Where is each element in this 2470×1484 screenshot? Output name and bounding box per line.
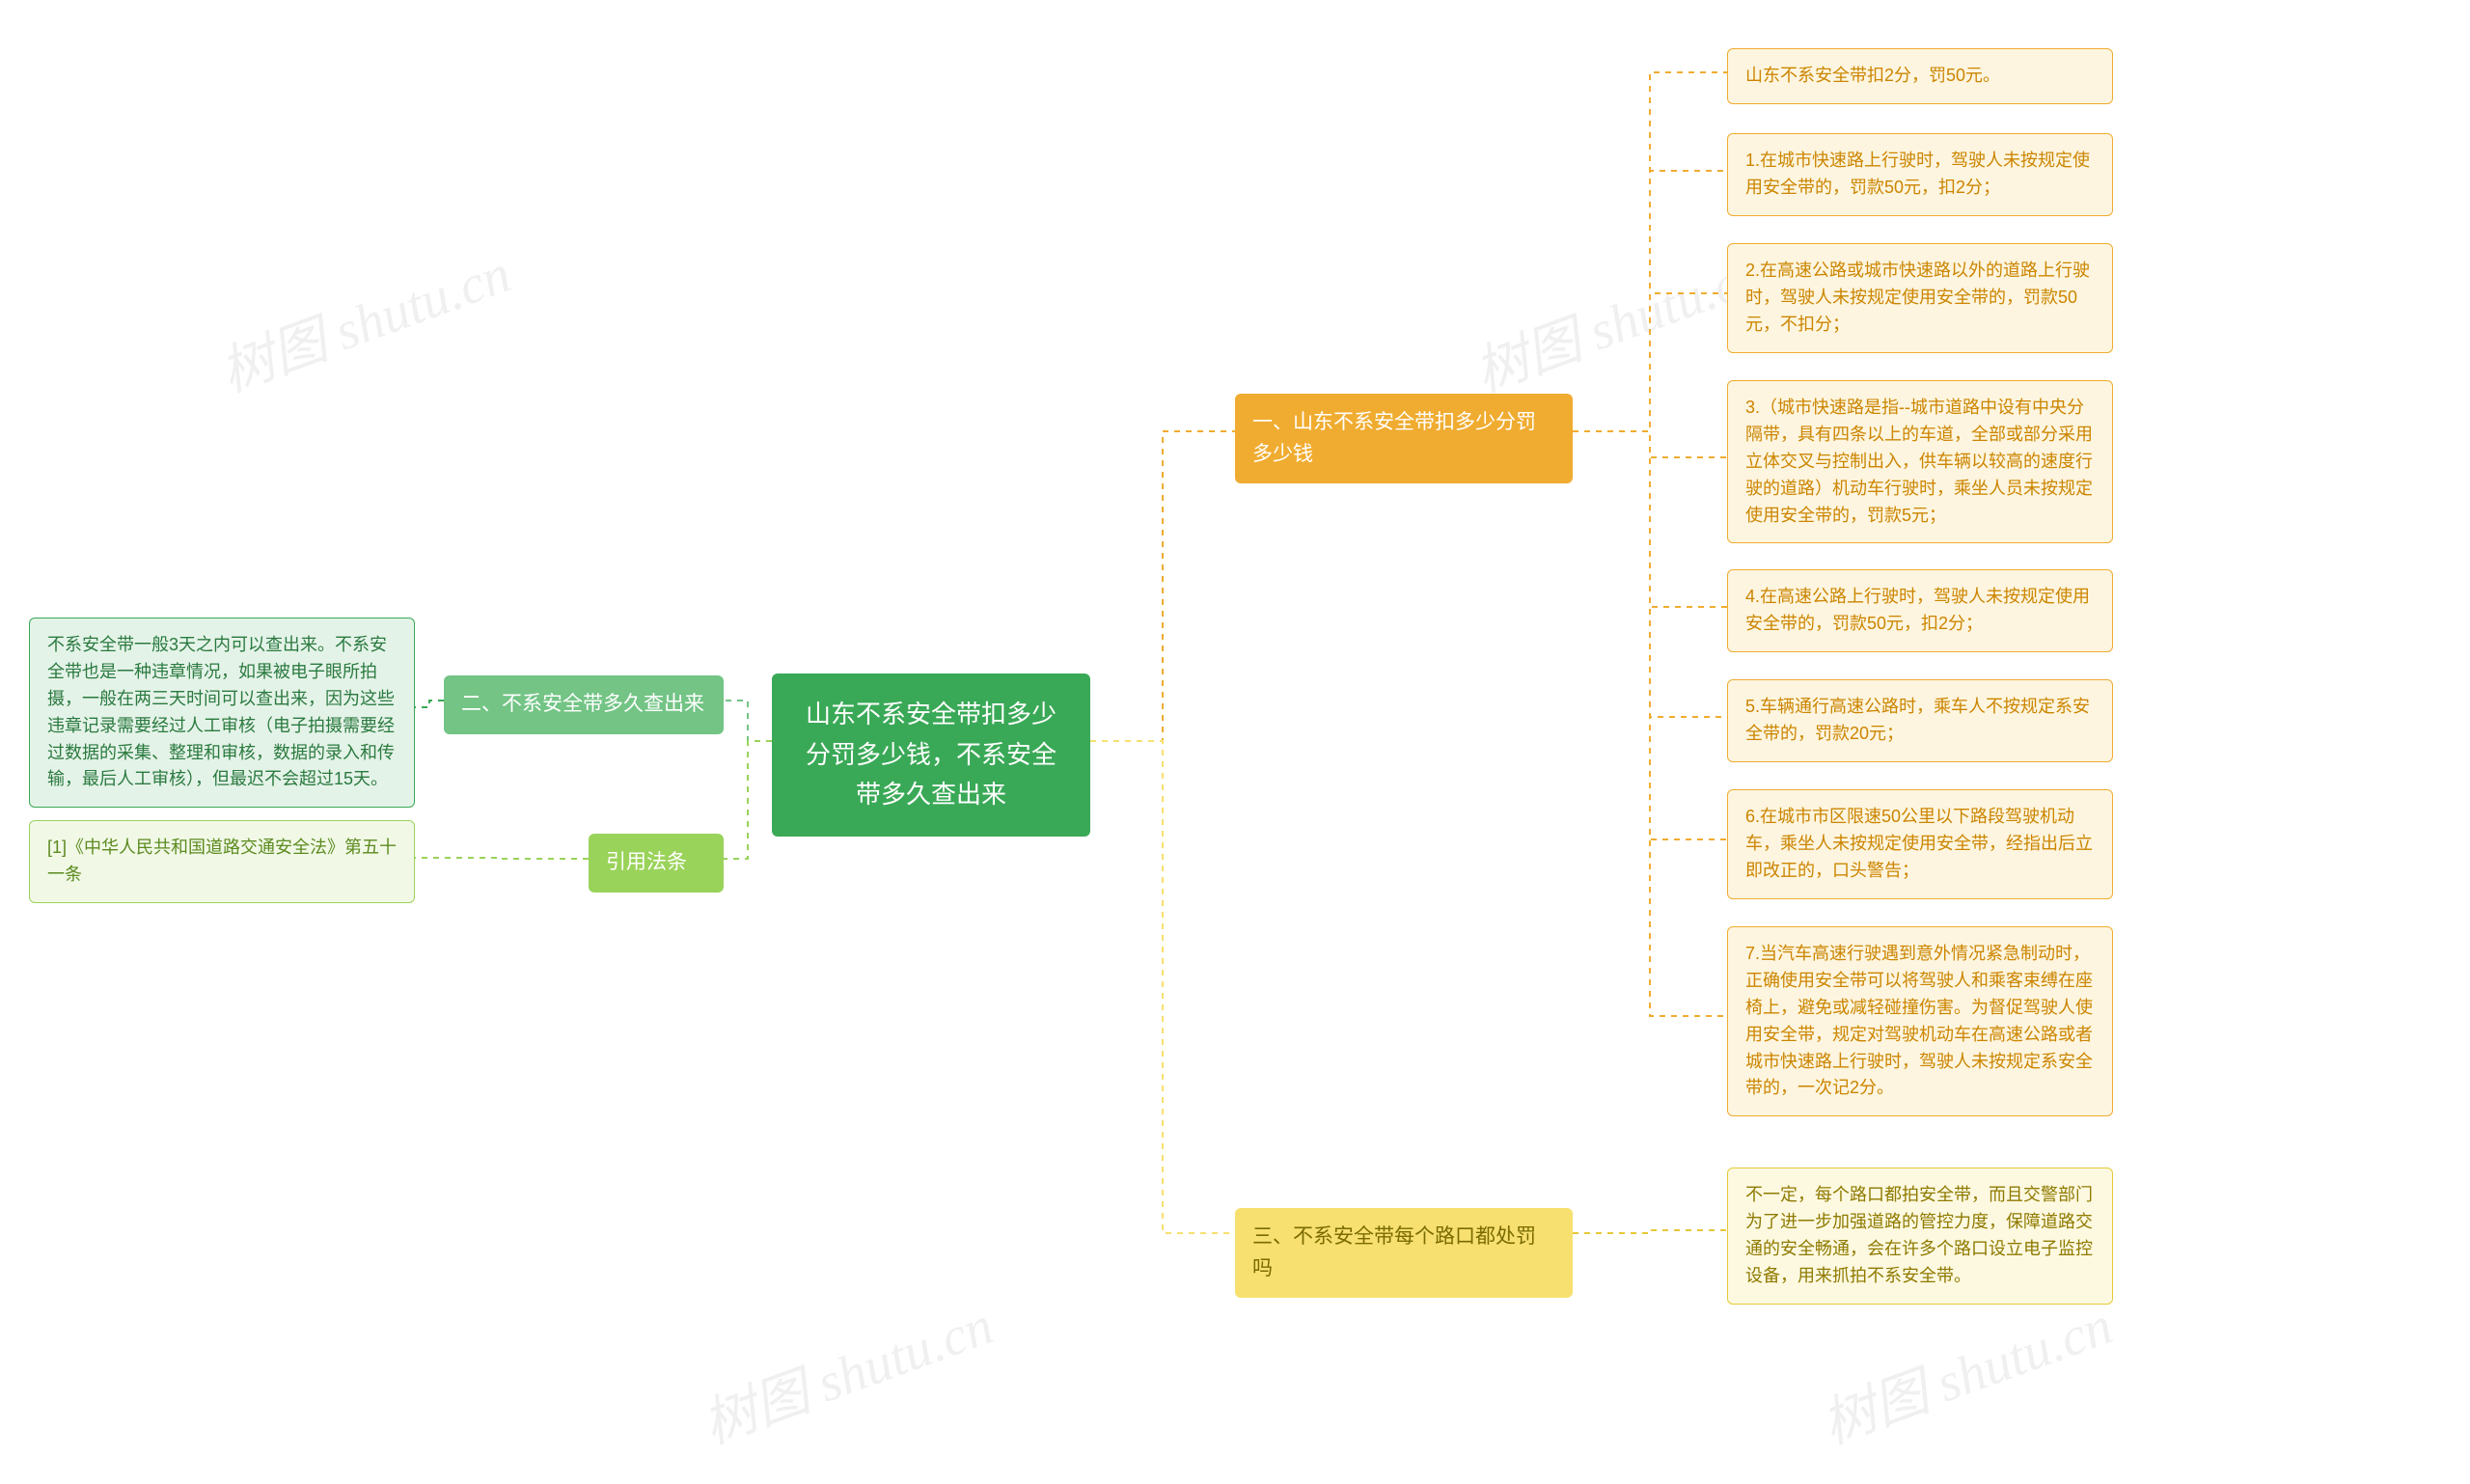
leaf-node: 3.（城市快速路是指--城市道路中设有中央分隔带，具有四条以上的车道，全部或部分… [1727,380,2113,543]
watermark: 树图 shutu.cn [208,231,520,408]
leaf-node: 山东不系安全带扣2分，罚50元。 [1727,48,2113,104]
watermark: 树图 shutu.cn [1810,1282,2122,1460]
leaf-node: 6.在城市市区限速50公里以下路段驾驶机动车，乘坐人未按规定使用安全带，经指出后… [1727,789,2113,899]
leaf-node: 不一定，每个路口都拍安全带，而且交警部门为了进一步加强道路的管控力度，保障道路交… [1727,1168,2113,1305]
branch-node-b4: 引用法条 [589,834,724,893]
center-node: 山东不系安全带扣多少分罚多少钱，不系安全带多久查出来 [772,673,1090,837]
leaf-node: 4.在高速公路上行驶时，驾驶人未按规定使用安全带的，罚款50元，扣2分； [1727,569,2113,652]
leaf-node: 5.车辆通行高速公路时，乘车人不按规定系安全带的，罚款20元； [1727,679,2113,762]
branch-node-b1: 一、山东不系安全带扣多少分罚多少钱 [1235,394,1573,483]
branch-node-b2: 二、不系安全带多久查出来 [444,675,724,734]
leaf-node: 1.在城市快速路上行驶时，驾驶人未按规定使用安全带的，罚款50元，扣2分； [1727,133,2113,216]
leaf-node: [1]《中华人民共和国道路交通安全法》第五十一条 [29,820,415,903]
watermark: 树图 shutu.cn [691,1282,1002,1460]
leaf-node: 2.在高速公路或城市快速路以外的道路上行驶时，驾驶人未按规定使用安全带的，罚款5… [1727,243,2113,353]
branch-node-b3: 三、不系安全带每个路口都处罚吗 [1235,1208,1573,1298]
leaf-node: 7.当汽车高速行驶遇到意外情况紧急制动时，正确使用安全带可以将驾驶人和乘客束缚在… [1727,926,2113,1116]
leaf-node: 不系安全带一般3天之内可以查出来。不系安全带也是一种违章情况，如果被电子眼所拍摄… [29,618,415,808]
